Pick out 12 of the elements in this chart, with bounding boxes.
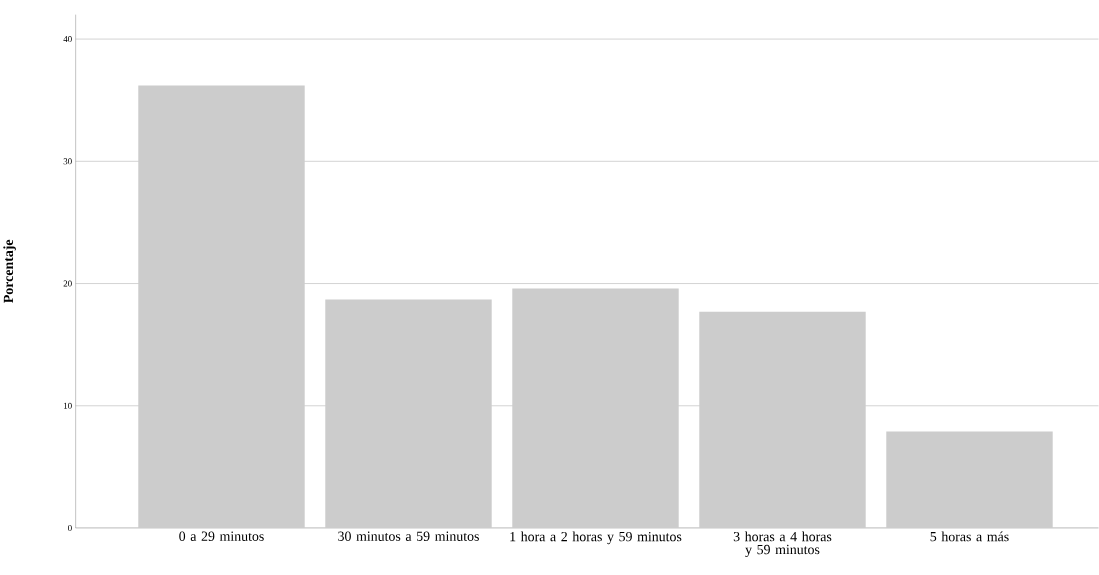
x-tick-label: 1 hora a 2 horas y 59 minutos xyxy=(510,531,682,545)
x-tick-label: 5 horas a más xyxy=(930,531,1009,542)
y-tick-label: 20 xyxy=(63,280,72,287)
y-axis-title: Porcentaje xyxy=(3,239,16,303)
y-tick-label: 30 xyxy=(63,158,72,165)
y-tick-label: 40 xyxy=(63,36,72,43)
x-tick-label: 30 minutos a 59 minutos xyxy=(338,531,479,541)
y-tick-label: 10 xyxy=(64,402,72,409)
y-tick-label: 0 xyxy=(68,524,72,531)
bar xyxy=(886,431,1053,528)
x-tick-label: 0 a 29 minutos xyxy=(179,531,264,541)
x-tick-label: 3 horas a 4 horas y 59 minutos xyxy=(733,531,832,557)
